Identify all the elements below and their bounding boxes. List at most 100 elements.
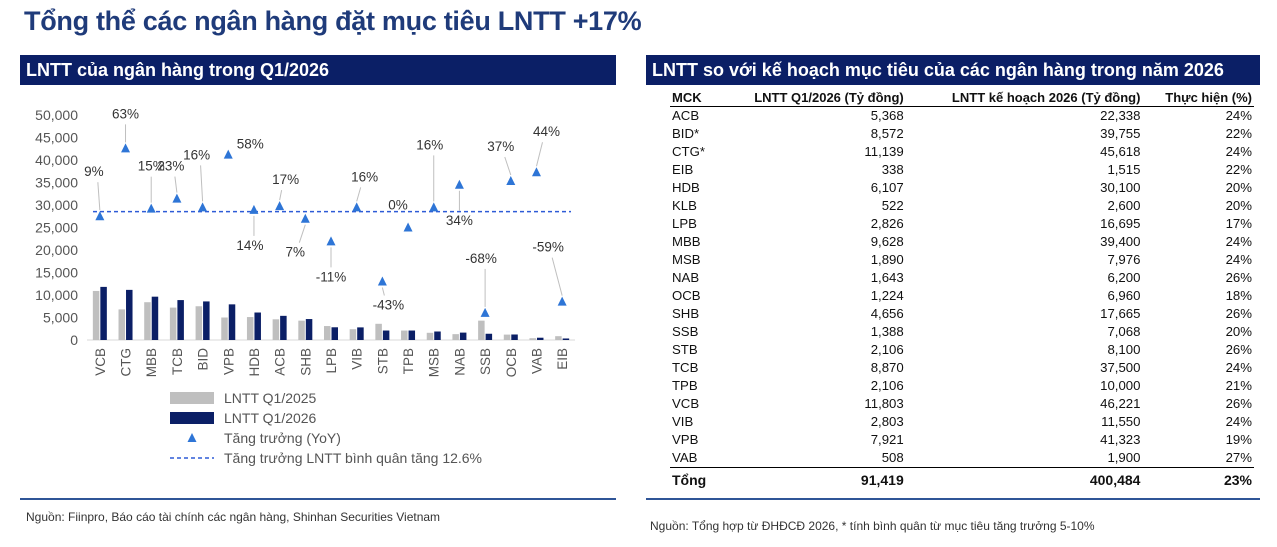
bar-q1-2025 <box>349 329 357 340</box>
growth-leader-line <box>174 176 178 193</box>
growth-label: 7% <box>286 245 306 260</box>
bar-q1-2026 <box>254 312 261 340</box>
cell-completion: 20% <box>1225 324 1252 339</box>
y-tick-label: 25,000 <box>35 220 78 236</box>
growth-label: 15% <box>138 159 165 174</box>
bar-q1-2025 <box>221 317 228 340</box>
cell-q1-profit: 5,368 <box>870 108 904 123</box>
table-row: SHB 4,656 17,665 26% <box>670 305 1254 323</box>
cell-plan-profit: 7,976 <box>1107 252 1141 267</box>
cell-ticker: NAB <box>672 270 700 285</box>
y-tick-label: 50,000 <box>35 107 78 123</box>
cell-completion: 20% <box>1225 198 1252 213</box>
total-label: Tổng <box>670 467 717 492</box>
bar-q1-2025 <box>324 326 331 340</box>
right-panel-header: LNTT so với kế hoạch mục tiêu của các ng… <box>646 55 1260 85</box>
cell-q1-profit: 1,643 <box>870 270 904 285</box>
cell-plan-profit: 11,550 <box>1101 414 1141 429</box>
cell-q1-profit: 2,803 <box>870 414 904 429</box>
x-tick-label: OCB <box>504 348 519 377</box>
growth-label: 58% <box>237 137 264 152</box>
bar-q1-2026 <box>485 333 493 340</box>
cell-completion: 24% <box>1225 144 1252 159</box>
growth-label: 16% <box>416 137 443 152</box>
cell-completion: 26% <box>1225 396 1252 411</box>
x-tick-label: VAB <box>529 348 544 374</box>
cell-plan-profit: 1,900 <box>1107 450 1141 465</box>
cell-q1-profit: 8,870 <box>870 360 904 375</box>
column-header-ticker: MCK <box>670 88 717 107</box>
left-panel-divider <box>20 498 616 500</box>
growth-label: 34% <box>446 213 473 228</box>
cell-ticker: OCB <box>672 288 701 303</box>
growth-label: 17% <box>272 172 299 187</box>
cell-ticker: LPB <box>672 216 697 231</box>
bar-q1-2026 <box>228 304 236 340</box>
cell-plan-profit: 10,000 <box>1100 378 1141 393</box>
growth-marker <box>506 176 516 186</box>
growth-label: 9% <box>84 164 104 179</box>
cell-plan-profit: 6,960 <box>1107 288 1141 303</box>
profit-chart: 0 5,000 10,000 15,000 20,000 25,000 30,000 35,0… <box>35 106 575 466</box>
growth-label: -11% <box>316 269 347 284</box>
cell-q1-profit: 11,139 <box>864 144 904 159</box>
cell-ticker: VPB <box>672 432 699 447</box>
bar-q1-2026 <box>331 327 338 340</box>
cell-q1-profit: 2,106 <box>870 378 904 393</box>
table-header-row: MCK LNTT Q1/2026 (Tỷ đồng) LNTT kế hoạch… <box>670 88 1254 107</box>
cell-completion: 22% <box>1225 126 1252 141</box>
cell-completion: 24% <box>1225 360 1252 375</box>
bar-q1-2025 <box>118 309 126 340</box>
x-tick-label: CTG <box>119 348 134 377</box>
bar-q1-2026 <box>562 338 570 340</box>
bar-q1-2026 <box>126 289 133 340</box>
bar-q1-2025 <box>246 317 254 340</box>
growth-marker <box>377 276 387 286</box>
growth-label: 16% <box>183 147 210 162</box>
cell-plan-profit: 46,221 <box>1100 396 1141 411</box>
growth-label: 23% <box>157 159 184 174</box>
bar-q1-2025 <box>452 334 459 340</box>
table-row: MSB 1,890 7,976 24% <box>670 251 1254 269</box>
bar-q1-2025 <box>92 290 100 340</box>
y-tick-label: 15,000 <box>35 265 78 281</box>
x-tick-label: TCB <box>170 348 185 375</box>
legend-label-average: Tăng trưởng LNTT bình quân tăng 12.6% <box>224 450 482 466</box>
cell-completion: 27% <box>1225 450 1252 465</box>
table-row: KLB 522 2,600 20% <box>670 197 1254 215</box>
cell-q1-profit: 2,106 <box>870 342 904 357</box>
y-tick-label: 30,000 <box>35 197 78 213</box>
x-tick-label: MSB <box>427 348 442 377</box>
growth-label: 44% <box>533 124 560 139</box>
cell-q1-profit: 9,628 <box>870 234 904 249</box>
cell-completion: 24% <box>1225 108 1252 123</box>
x-tick-label: EIB <box>555 348 570 370</box>
x-tick-label: BID <box>196 348 211 371</box>
cell-q1-profit: 1,890 <box>870 252 904 267</box>
growth-label: -68% <box>465 251 497 266</box>
cell-ticker: BID* <box>672 126 700 141</box>
x-tick-label: HDB <box>247 348 262 377</box>
x-tick-label: VIB <box>350 348 365 370</box>
growth-marker <box>121 143 131 153</box>
cell-plan-profit: 2,600 <box>1107 198 1141 213</box>
y-tick-label: 35,000 <box>35 175 78 191</box>
cell-plan-profit: 8,100 <box>1107 342 1141 357</box>
target-table: MCK LNTT Q1/2026 (Tỷ đồng) LNTT kế hoạch… <box>670 88 1254 492</box>
growth-label: 0% <box>388 198 408 213</box>
bar-q1-2026 <box>177 300 184 340</box>
growth-leader-line <box>381 287 385 296</box>
cell-ticker: VAB <box>672 450 698 465</box>
legend-swatch-growth <box>187 433 197 442</box>
legend-swatch-q1-2026 <box>170 412 214 424</box>
cell-plan-profit: 16,695 <box>1100 216 1141 231</box>
growth-marker <box>429 202 439 212</box>
table-row: NAB 1,643 6,200 26% <box>670 269 1254 287</box>
cell-q1-profit: 2,826 <box>870 216 904 231</box>
table-row: BID* 8,572 39,755 22% <box>670 125 1254 143</box>
cell-ticker: TCB <box>672 360 699 375</box>
cell-ticker: CTG* <box>672 144 705 159</box>
growth-label: 16% <box>351 169 378 184</box>
y-tick-label: 5,000 <box>43 310 78 326</box>
growth-label: -43% <box>373 298 405 313</box>
